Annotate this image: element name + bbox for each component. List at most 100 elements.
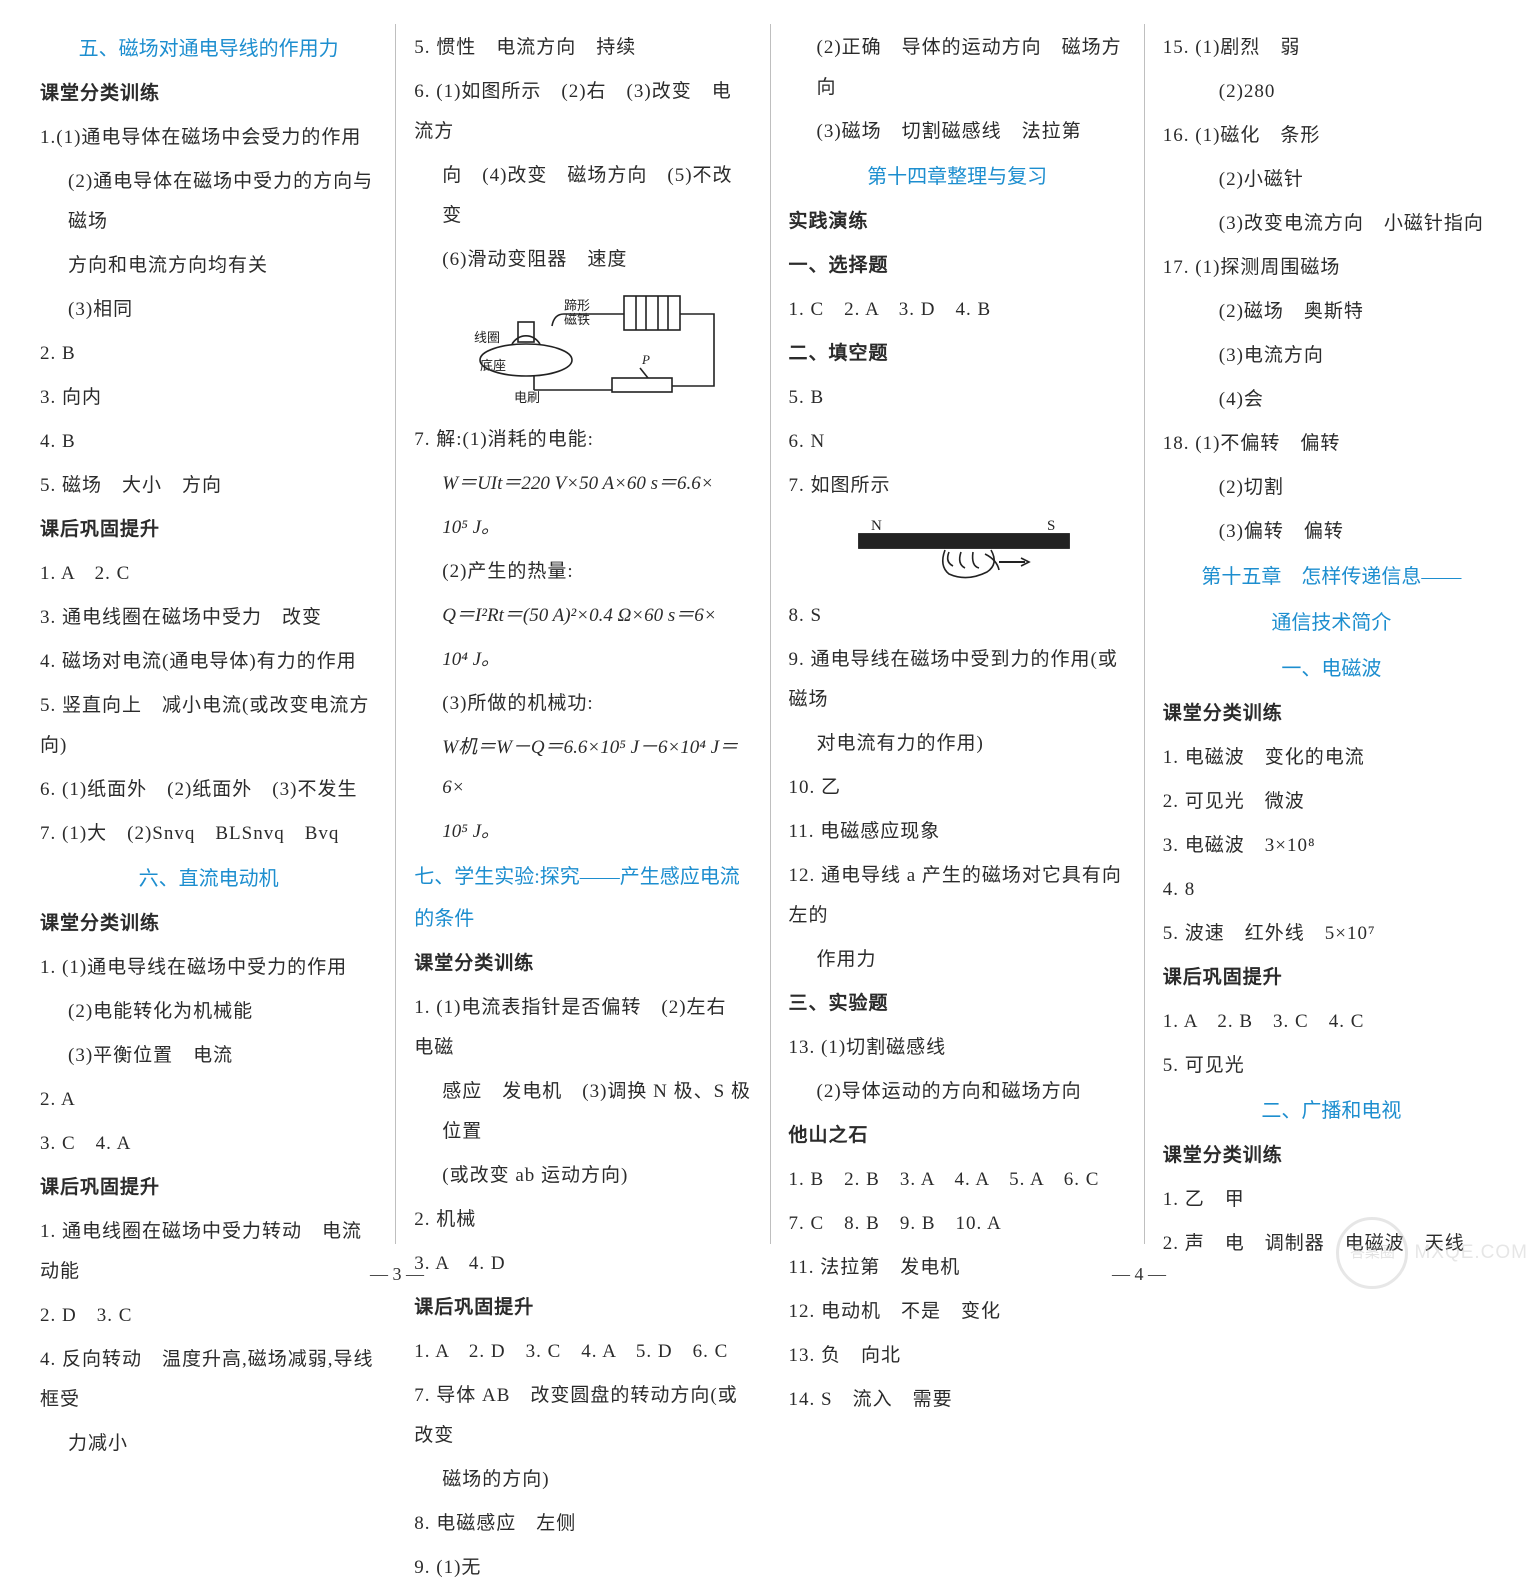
equation: W＝UIt＝220 V×50 A×60 s＝6.6× xyxy=(414,464,751,504)
fig-label: 蹄形 xyxy=(564,298,590,313)
fig-label: 电刷 xyxy=(514,390,540,405)
text: 1. 乙 甲 xyxy=(1163,1180,1500,1220)
chapter-heading: 通信技术简介 xyxy=(1163,602,1500,644)
page: 五、磁场对通电导线的作用力 课堂分类训练 1.(1)通电导体在磁场中会受力的作用… xyxy=(0,0,1536,1295)
text: 感应 发电机 (3)调换 N 极、S 极位置 xyxy=(414,1072,751,1152)
text: (6)滑动变阻器 速度 xyxy=(414,240,751,280)
text: 7. 如图所示 xyxy=(789,466,1126,506)
text: 9. 通电导线在磁场中受到力的作用(或磁场 xyxy=(789,640,1126,720)
text: 11. 电磁感应现象 xyxy=(789,812,1126,852)
section: 实践演练 xyxy=(789,202,1126,242)
text: (2)电能转化为机械能 xyxy=(40,992,377,1032)
text: 1. 通电线圈在磁场中受力转动 电流 动能 xyxy=(40,1212,377,1292)
text: 2. B xyxy=(40,334,377,374)
text: 2. D 3. C xyxy=(40,1296,377,1336)
text: 磁场的方向) xyxy=(414,1460,751,1500)
watermark-circle: 答案圈 xyxy=(1336,1217,1408,1289)
fig-label: P xyxy=(641,352,650,367)
text: (2)切割 xyxy=(1163,468,1500,508)
section: 课堂分类训练 xyxy=(40,904,377,944)
text: 1. A 2. C xyxy=(40,554,377,594)
text: 4. 磁场对电流(通电导体)有力的作用 xyxy=(40,642,377,682)
text: (2)产生的热量: xyxy=(414,552,751,592)
column-4: 15. (1)剧烈 弱 (2)280 16. (1)磁化 条形 (2)小磁针 (… xyxy=(1145,28,1518,1255)
section: 一、选择题 xyxy=(789,246,1126,286)
text: 1. (1)通电导线在磁场中受力的作用 xyxy=(40,948,377,988)
text: (2)280 xyxy=(1163,72,1500,112)
fig-label: S xyxy=(1047,518,1055,534)
text: 7. 导体 AB 改变圆盘的转动方向(或改变 xyxy=(414,1376,751,1456)
text: 7. (1)大 (2)Snvq BLSnvq Bvq xyxy=(40,814,377,854)
text: 5. 竖直向上 减小电流(或改变电流方向) xyxy=(40,686,377,766)
text: 18. (1)不偏转 偏转 xyxy=(1163,424,1500,464)
text: 6. N xyxy=(789,422,1126,462)
heading: 六、直流电动机 xyxy=(40,858,377,900)
section: 课堂分类训练 xyxy=(40,74,377,114)
text: 1. A 2. D 3. C 4. A 5. D 6. C xyxy=(414,1332,751,1372)
text: 3. C 4. A xyxy=(40,1124,377,1164)
text: (3)所做的机械功: xyxy=(414,684,751,724)
text: 5. 可见光 xyxy=(1163,1046,1500,1086)
section: 课堂分类训练 xyxy=(1163,1136,1500,1176)
heading: 二、广播和电视 xyxy=(1163,1090,1500,1132)
heading: 第十四章整理与复习 xyxy=(789,156,1126,198)
section: 课后巩固提升 xyxy=(40,510,377,550)
text: 3. A 4. D xyxy=(414,1244,751,1284)
heading: 五、磁场对通电导线的作用力 xyxy=(40,28,377,70)
text: (3)相同 xyxy=(40,290,377,330)
text: (3)电流方向 xyxy=(1163,336,1500,376)
equation: 10⁵ J。 xyxy=(414,812,751,852)
text: 1. (1)电流表指针是否偏转 (2)左右 电磁 xyxy=(414,988,751,1068)
equation: Q＝I²Rt＝(50 A)²×0.4 Ω×60 s＝6× xyxy=(414,596,751,636)
text: 1. C 2. A 3. D 4. B xyxy=(789,290,1126,330)
heading: 一、电磁波 xyxy=(1163,648,1500,690)
chapter-heading: 第十五章 怎样传递信息—— xyxy=(1163,556,1500,598)
text: 6. (1)如图所示 (2)右 (3)改变 电流方 xyxy=(414,72,751,152)
text: (3)磁场 切割磁感线 法拉第 xyxy=(789,112,1126,152)
text: (2)正确 导体的运动方向 磁场方向 xyxy=(789,28,1126,108)
text: 14. S 流入 需要 xyxy=(789,1380,1126,1420)
text: 作用力 xyxy=(789,940,1126,980)
text: 4. 8 xyxy=(1163,870,1500,910)
text: 8. 电磁感应 左侧 xyxy=(414,1504,751,1544)
text: (3)偏转 偏转 xyxy=(1163,512,1500,552)
column-2: 5. 惯性 电流方向 持续 6. (1)如图所示 (2)右 (3)改变 电流方 … xyxy=(396,28,769,1255)
section: 课堂分类训练 xyxy=(414,944,751,984)
text: (或改变 ab 运动方向) xyxy=(414,1156,751,1196)
column-1: 五、磁场对通电导线的作用力 课堂分类训练 1.(1)通电导体在磁场中会受力的作用… xyxy=(22,28,395,1255)
text: (2)导体运动的方向和磁场方向 xyxy=(789,1072,1126,1112)
fig-label: 磁铁 xyxy=(564,312,590,327)
text: 2. 机械 xyxy=(414,1200,751,1240)
text: 13. (1)切割磁感线 xyxy=(789,1028,1126,1068)
text: 7. C 8. B 9. B 10. A xyxy=(789,1204,1126,1244)
text: 1. B 2. B 3. A 4. A 5. A 6. C xyxy=(789,1160,1126,1200)
text: 13. 负 向北 xyxy=(789,1336,1126,1376)
text: (2)小磁针 xyxy=(1163,160,1500,200)
text: 5. 磁场 大小 方向 xyxy=(40,466,377,506)
text: 10. 乙 xyxy=(789,768,1126,808)
section: 课后巩固提升 xyxy=(414,1288,751,1328)
fig-label: N xyxy=(871,518,882,534)
text: 2. A xyxy=(40,1080,377,1120)
text: 3. 通电线圈在磁场中受力 改变 xyxy=(40,598,377,638)
text: 12. 电动机 不是 变化 xyxy=(789,1292,1126,1332)
text: 4. 反向转动 温度升高,磁场减弱,导线框受 xyxy=(40,1340,377,1420)
text: 3. 向内 xyxy=(40,378,377,418)
text: (4)会 xyxy=(1163,380,1500,420)
section: 课后巩固提升 xyxy=(1163,958,1500,998)
text: (3)改变电流方向 小磁针指向 xyxy=(1163,204,1500,244)
text: 2. 可见光 微波 xyxy=(1163,782,1500,822)
text: 16. (1)磁化 条形 xyxy=(1163,116,1500,156)
hand-magnet-figure: N S xyxy=(789,516,1126,586)
text: 6. (1)纸面外 (2)纸面外 (3)不发生 xyxy=(40,770,377,810)
text: 1. A 2. B 3. C 4. C xyxy=(1163,1002,1500,1042)
text: 1.(1)通电导体在磁场中会受力的作用 xyxy=(40,118,377,158)
section: 他山之石 xyxy=(789,1116,1126,1156)
section: 三、实验题 xyxy=(789,984,1126,1024)
fig-label: 底座 xyxy=(480,358,506,373)
text: 17. (1)探测周围磁场 xyxy=(1163,248,1500,288)
motor-circuit-figure: 线圈 底座 电刷 蹄形 磁铁 P xyxy=(414,290,751,410)
text: 12. 通电导线 a 产生的磁场对它具有向左的 xyxy=(789,856,1126,936)
text: 对电流有力的作用) xyxy=(789,724,1126,764)
equation: 10⁴ J。 xyxy=(414,640,751,680)
